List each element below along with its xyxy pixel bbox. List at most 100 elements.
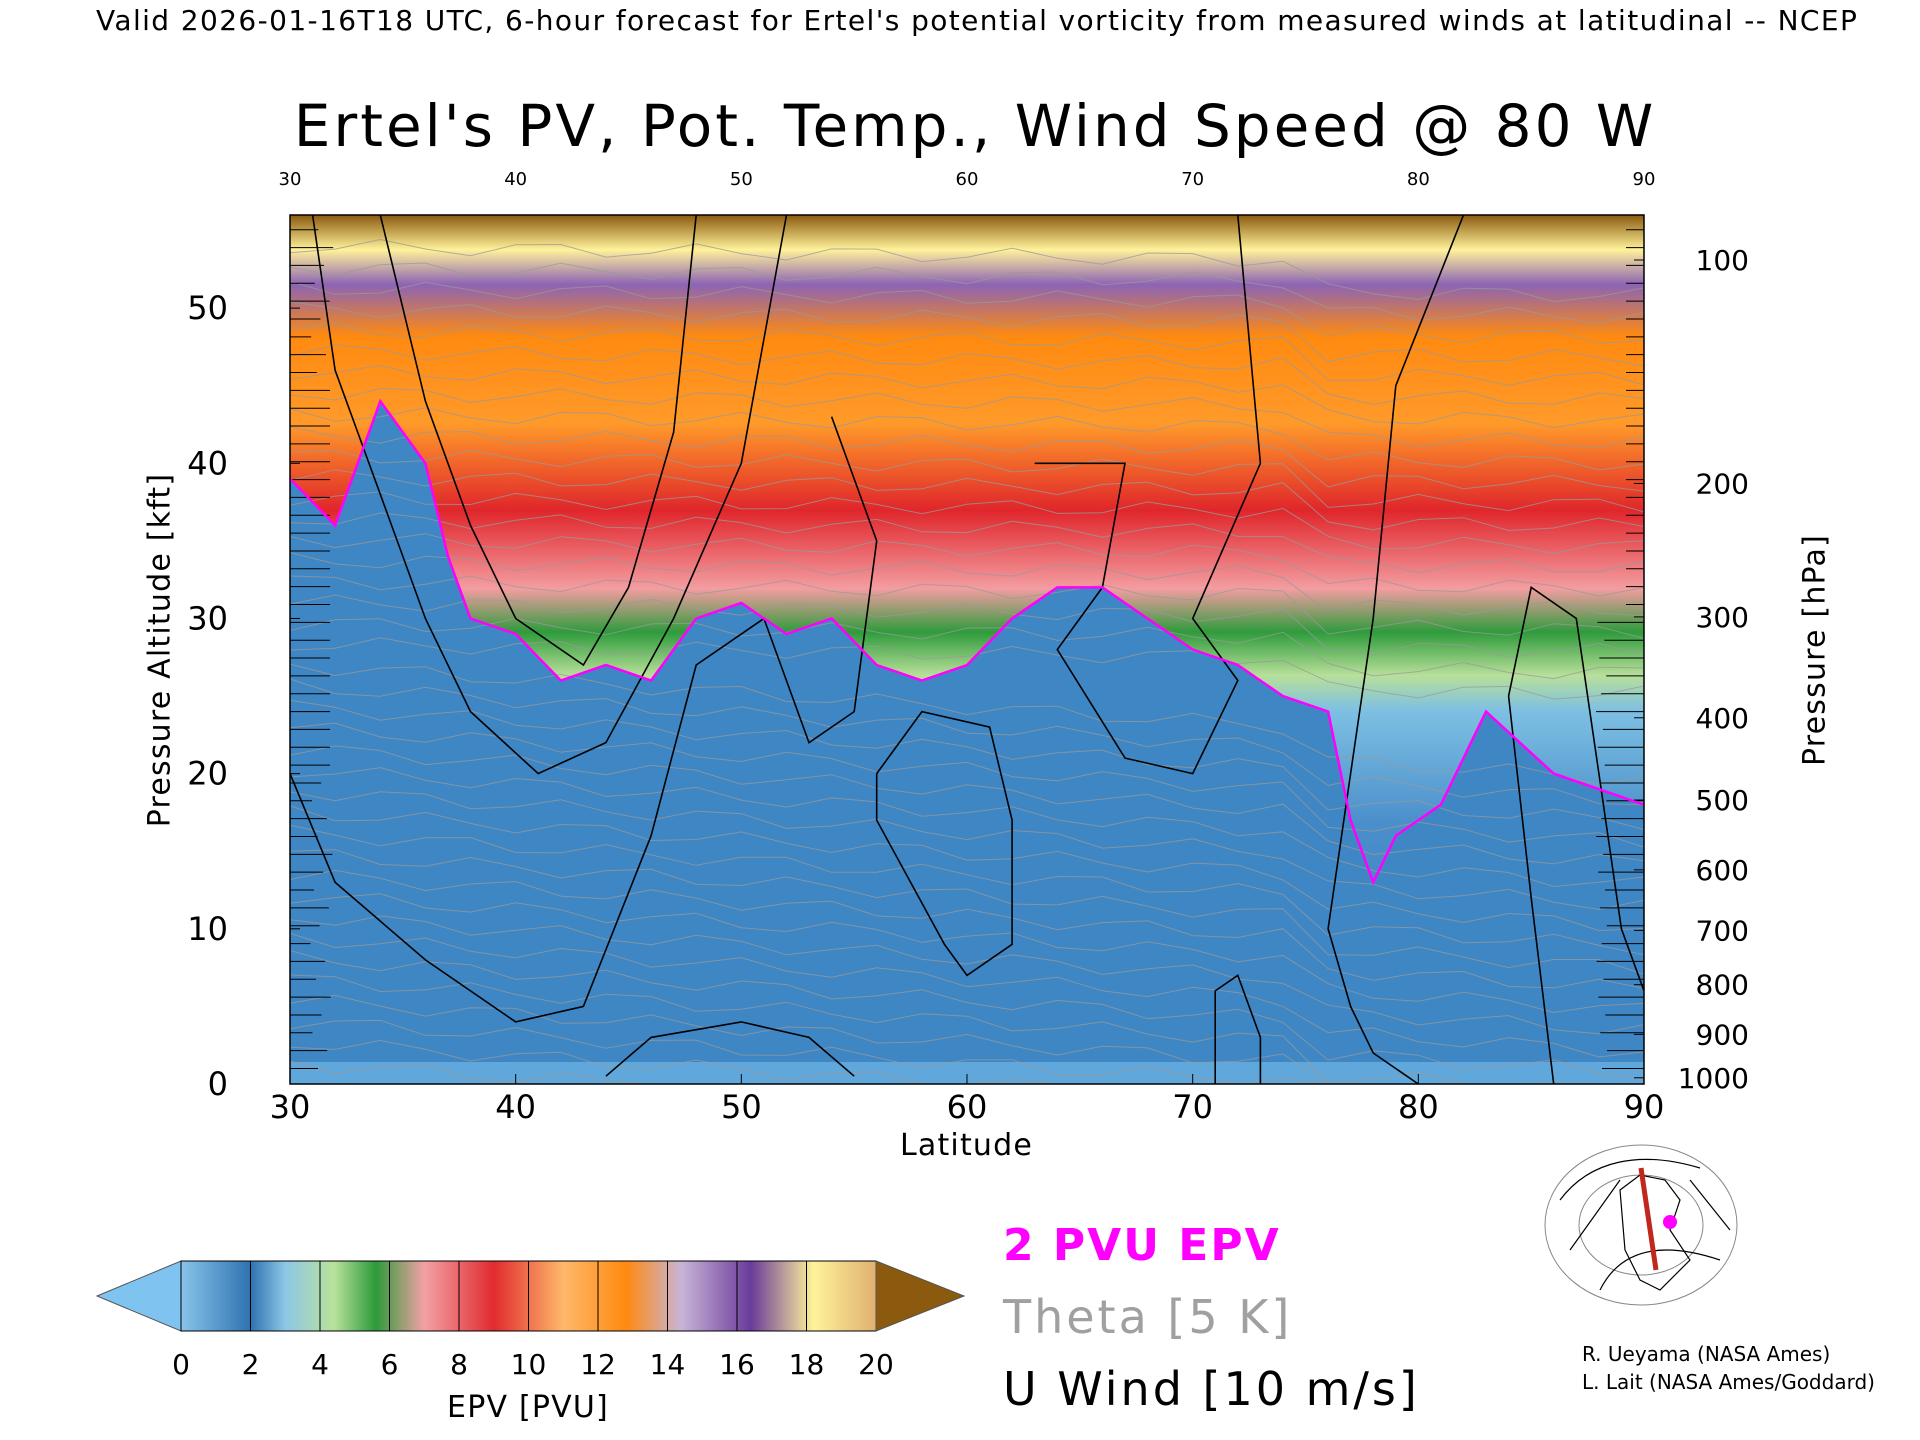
x-top-tick-label: 30 [279,169,302,190]
pressure-tick-label: 900 [1696,1018,1749,1051]
uwind-contour [1034,215,1262,775]
theta-contour [290,407,1644,471]
y-tick-label: 30 [187,599,228,637]
x-top-tick-label: 90 [1633,169,1656,190]
theta-contour [290,594,1644,658]
pressure-tick-label: 800 [1696,969,1749,1002]
theta-contour [290,849,1644,975]
pressure-axis-label: Pressure [hPa] [1797,534,1833,766]
colorbar-tick-label: 2 [242,1348,260,1381]
x-tick-label: 70 [1172,1088,1213,1126]
theta-contour [290,994,1644,1084]
credit-line-1: R. Ueyama (NASA Ames) [1582,1342,1831,1366]
theta-contour [290,950,1644,1080]
legend-theta: Theta [5 K] [1003,1290,1293,1344]
colorbar-tick-label: 16 [719,1348,755,1381]
uwind-contour [311,215,788,775]
theta-contour [290,699,1644,830]
locator-map-coastlines [1559,1158,1731,1291]
x-top-tick-label: 50 [730,169,753,190]
colorbar-tick-label: 12 [580,1348,616,1381]
theta-contour [290,301,1644,367]
colorbar-tick-label: 0 [172,1348,190,1381]
theta-contour [290,745,1644,865]
theta-contour [290,533,1644,597]
x-tick-label: 40 [495,1088,536,1126]
uwind-contour [875,710,1013,977]
chart-title: Ertel's PV, Pot. Temp., Wind Speed @ 80 … [293,92,1657,160]
theta-contour [290,767,1644,888]
theta-contour [290,869,1644,989]
x-tick-label: 60 [947,1088,988,1126]
troposphere-fill [290,401,1644,1084]
locator-map [1542,1144,1740,1306]
uwind-contour [605,1021,855,1077]
theta-contours [290,238,1644,1084]
locator-map-graticule [1544,1144,1738,1306]
tropopause-2pvu-line [289,398,1645,886]
valid-time-caption: Valid 2026-01-16T18 UTC, 6-hour forecast… [96,4,1859,37]
y-tick-label: 40 [187,444,228,482]
uwind-contour [1507,586,1644,1084]
theta-contour [290,722,1644,848]
theta-contour [290,387,1644,449]
y-tick-label: 10 [187,910,228,948]
theta-contour [290,791,1644,911]
uwind-contour [379,215,697,667]
theta-contour [290,575,1644,639]
theta-contour [290,449,1644,513]
x-tick-label: 30 [270,1088,311,1126]
x-top-tick-label: 60 [956,169,979,190]
colorbar-tick-label: 8 [450,1348,468,1381]
theta-contour [290,1039,1644,1084]
uwind-contour [1327,215,1465,1084]
theta-contour [290,663,1644,786]
colorbar-tick-label: 4 [311,1348,329,1381]
colorbar-tick-label: 20 [858,1348,894,1381]
legend-2pvu-epv: 2 PVU EPV [1003,1220,1281,1271]
theta-contour [290,238,1644,303]
x-tick-label: 50 [721,1088,762,1126]
theta-contour [290,469,1644,532]
theta-contour [290,1019,1644,1084]
theta-contour [290,281,1644,344]
x-axis-top: 30 40 50 60 70 80 90 [279,169,1656,190]
y-tick-label: 50 [187,289,228,327]
theta-contour [290,552,1644,617]
pressure-tick-label: 400 [1696,702,1749,735]
theta-contour [290,915,1644,1035]
pressure-tick-label: 300 [1696,601,1749,634]
colorbar-tick-label: 10 [511,1348,547,1381]
theta-contour [290,512,1644,574]
theta-contour [290,344,1644,406]
colorbar-tick-label: 14 [650,1348,686,1381]
x-axis-label: Latitude [899,1128,1034,1163]
x-axis: 30 40 50 60 70 80 90 [270,1074,1664,1126]
colorbar-tick-label: 18 [789,1348,825,1381]
location-marker [1663,1215,1677,1229]
x-tick-label: 80 [1398,1088,1439,1126]
uwind-contour [1214,974,1262,1084]
theta-contour [290,824,1644,956]
theta-contour [290,426,1644,492]
epv-colorbar: 0 2 4 6 8 10 12 14 16 18 20 [95,1260,966,1381]
cross-section-track [1638,1167,1659,1271]
credit-line-2: L. Lait (NASA Ames/Goddard) [1582,1370,1875,1394]
x-top-tick-label: 70 [1181,169,1204,190]
y-axis: 0 10 20 30 40 50 [187,289,300,1103]
theta-contour [290,491,1644,555]
colorbar-label: EPV [PVU] [447,1390,609,1425]
colorbar-min-triangle [95,1260,182,1332]
theta-contour [290,932,1644,1058]
theta-contour [290,322,1644,386]
colorbar-tick-label: 6 [381,1348,399,1381]
uwind-contour [290,416,878,1023]
theta-contour [290,364,1644,429]
pressure-tick-label: 200 [1696,467,1749,500]
theta-contour [290,678,1644,806]
theta-contour [290,805,1644,932]
x-top-tick-label: 40 [504,169,527,190]
pressure-tick-label: 600 [1696,854,1749,887]
y-tick-label: 0 [208,1065,228,1103]
